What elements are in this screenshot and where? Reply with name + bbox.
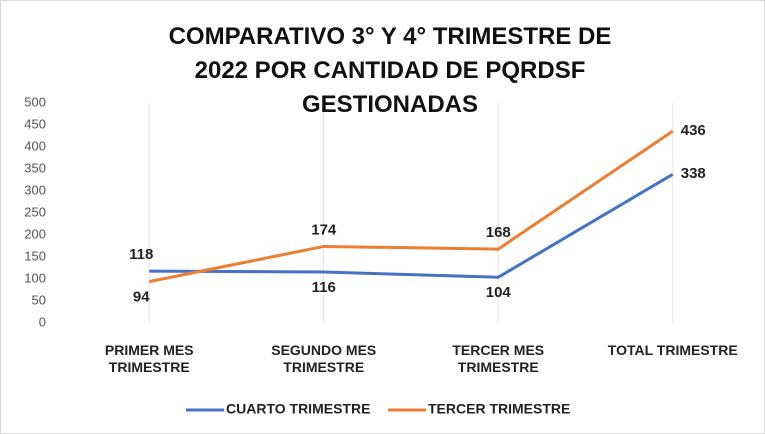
data-label: 94 bbox=[133, 289, 150, 306]
data-label: 338 bbox=[681, 165, 706, 182]
y-tick-label: 400 bbox=[24, 138, 46, 153]
x-tick-label: TOTAL TRIMESTRE bbox=[607, 342, 738, 358]
y-tick-label: 500 bbox=[24, 94, 46, 109]
x-tick-label: TERCER MES TRIMESTRE bbox=[452, 342, 545, 375]
y-tick-label: 100 bbox=[24, 270, 46, 285]
line bbox=[148, 129, 674, 284]
y-tick-label: 300 bbox=[24, 182, 46, 197]
x-tick-label: SEGUNDO MES TRIMESTRE bbox=[271, 342, 377, 375]
x-tick-label: PRIMER MES TRIMESTRE bbox=[104, 342, 194, 375]
y-tick-label: 0 bbox=[39, 314, 46, 329]
legend-label: TERCER TRIMESTRE bbox=[428, 401, 570, 417]
data-label: 436 bbox=[681, 122, 706, 139]
y-tick-label: 150 bbox=[24, 248, 46, 263]
y-tick-label: 200 bbox=[24, 226, 46, 241]
chart-title: COMPARATIVO 3° Y 4° TRIMESTRE DE 2022 PO… bbox=[168, 23, 612, 118]
y-tick-label: 250 bbox=[24, 204, 46, 219]
data-label: 104 bbox=[486, 284, 512, 301]
y-tick-label: 350 bbox=[24, 160, 46, 175]
data-label: 168 bbox=[486, 224, 511, 241]
y-tick-label: 50 bbox=[32, 292, 46, 307]
legend-label: CUARTO TRIMESTRE bbox=[226, 401, 370, 417]
line bbox=[149, 172, 674, 279]
data-label: 116 bbox=[312, 279, 336, 296]
data-label: 174 bbox=[311, 221, 337, 238]
data-label: 118 bbox=[129, 246, 153, 263]
y-tick-label: 450 bbox=[24, 116, 46, 131]
